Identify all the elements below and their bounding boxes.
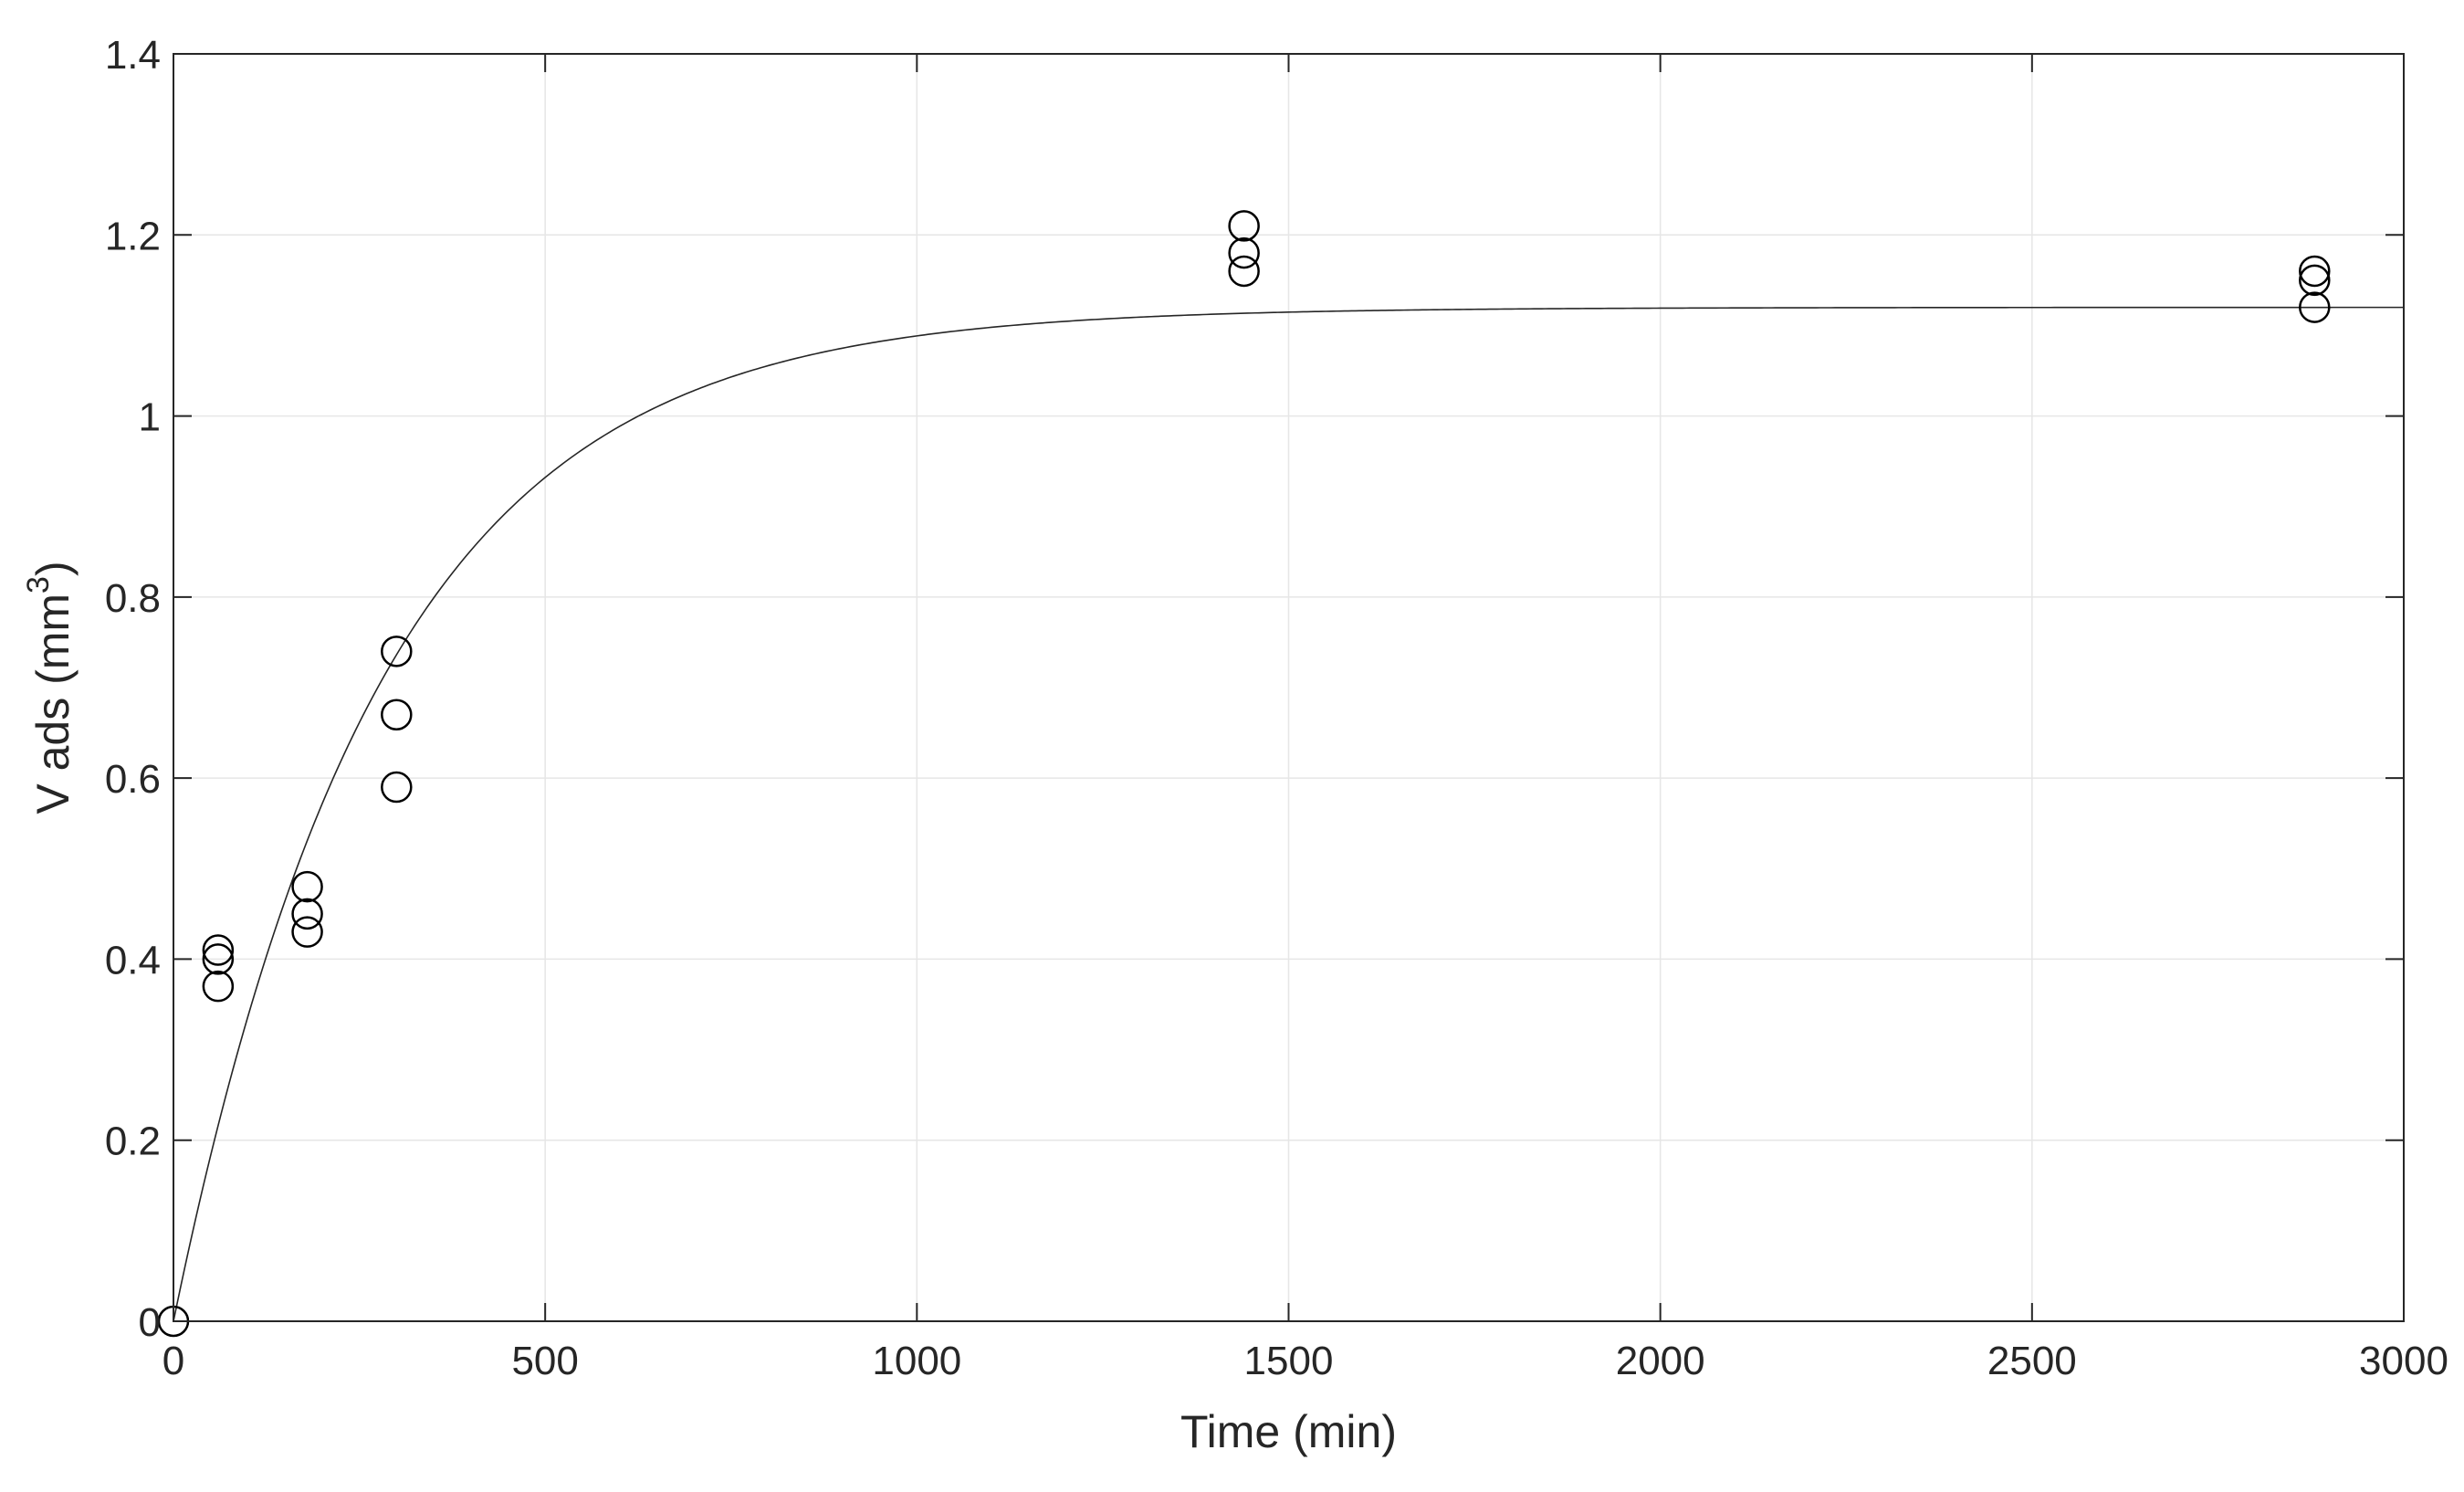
data-point: [1228, 210, 1260, 242]
y-axis-title: V ads (mm3): [21, 561, 79, 814]
data-point: [1228, 236, 1260, 269]
y-tick-label: 0.4: [105, 938, 161, 982]
x-tick-labels: 0 500 1000 1500 2000 2500 3000: [163, 1339, 2448, 1383]
fit-curve: [173, 306, 2405, 1322]
grid: [173, 54, 2404, 1321]
data-point: [291, 916, 323, 948]
y-axis-title-main: V ads (mm: [27, 594, 79, 814]
x-tick-label: 1000: [872, 1339, 961, 1383]
x-tick-label: 2000: [1616, 1339, 1705, 1383]
data-point: [2299, 291, 2331, 323]
data-point: [1228, 255, 1260, 288]
y-tick-label: 0.6: [105, 757, 161, 802]
y-tick-label: 1: [139, 395, 161, 440]
x-tick-label: 2500: [1987, 1339, 2077, 1383]
y-tick-label: 1.2: [105, 214, 161, 258]
x-tick-label: 0: [163, 1339, 184, 1383]
x-tick-label: 1500: [1244, 1339, 1334, 1383]
data-point: [381, 771, 413, 804]
data-point: [291, 898, 323, 930]
y-tick-label: 0.8: [105, 576, 161, 621]
y-tick-labels: 0 0.2 0.4 0.6 0.8 1 1.2 1.4: [105, 33, 161, 1345]
y-axis-title-close: ): [27, 561, 79, 576]
x-axis-title: Time (min): [1180, 1406, 1397, 1457]
data-point: [202, 970, 235, 1003]
tick-marks: [173, 53, 2405, 1322]
data-point: [2299, 264, 2331, 297]
data-point: [202, 934, 235, 966]
y-tick-label: 0.2: [105, 1119, 161, 1164]
x-tick-label: 500: [511, 1339, 578, 1383]
y-tick-label: 0: [139, 1300, 161, 1345]
x-tick-label: 3000: [2359, 1339, 2448, 1383]
y-axis-title-superscript: 3: [21, 576, 56, 594]
y-tick-label: 1.4: [105, 33, 161, 78]
data-point: [202, 943, 235, 975]
data-point: [381, 699, 413, 730]
data-point: [381, 636, 413, 667]
data-point: [2299, 255, 2331, 288]
data-point: [291, 870, 323, 903]
fit-curve-layer: [173, 306, 2405, 1322]
